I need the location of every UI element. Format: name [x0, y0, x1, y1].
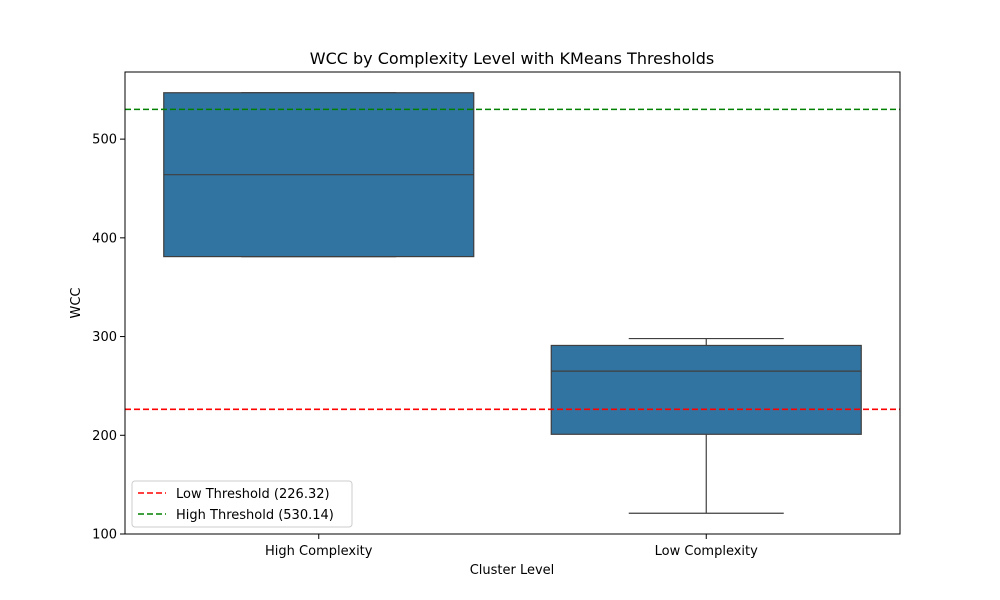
x-tick-label: High Complexity: [265, 544, 373, 559]
y-axis: 100 200 300 400 500: [92, 133, 125, 543]
box-group: [163, 92, 475, 258]
y-tick-label: 500: [92, 133, 117, 148]
legend: Low Threshold (226.32) High Threshold (5…: [131, 480, 353, 528]
y-tick-label: 400: [92, 231, 117, 246]
box-iqr: [550, 344, 862, 435]
chart-title: WCC by Complexity Level with KMeans Thre…: [310, 49, 714, 68]
y-tick-label: 300: [92, 330, 117, 345]
plot-frame: [124, 71, 901, 535]
legend-low-threshold-label: Low Threshold (226.32): [176, 487, 330, 502]
legend-frame: [131, 480, 353, 528]
legend-high-threshold-label: High Threshold (530.14): [176, 508, 334, 523]
x-axis-label: Cluster Level: [470, 563, 555, 578]
box-group: [550, 337, 862, 514]
x-tick-label: Low Complexity: [655, 544, 758, 559]
x-axis: High Complexity Low Complexity: [265, 534, 758, 559]
y-tick-label: 200: [92, 429, 117, 444]
y-tick-label: 100: [92, 528, 117, 543]
plot-area: [125, 92, 900, 514]
y-axis-label: WCC: [69, 287, 84, 318]
